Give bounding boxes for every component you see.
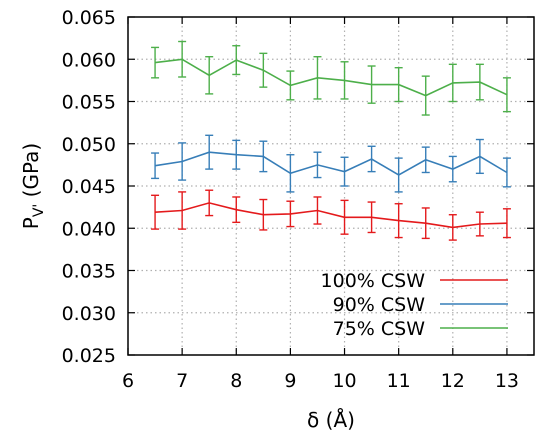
series-line <box>155 202 507 229</box>
x-axis-title: δ (Å) <box>307 408 355 432</box>
error-bar <box>421 75 430 116</box>
error-bar <box>367 145 376 173</box>
error-bar <box>178 191 187 230</box>
x-tick-label: 11 <box>387 370 411 392</box>
legend-label: 100% CSW <box>321 270 426 292</box>
error-bar <box>340 156 349 187</box>
x-tick-label: 13 <box>495 370 519 392</box>
error-bar <box>232 196 241 224</box>
y-axis-title-subscript: V' <box>31 204 47 217</box>
error-bar <box>151 152 160 180</box>
x-tick-label: 8 <box>230 370 242 392</box>
error-bar <box>340 199 349 235</box>
error-bar <box>448 63 457 103</box>
x-tick-label: 9 <box>284 370 296 392</box>
error-bar <box>475 211 484 237</box>
plot-frame <box>127 16 535 356</box>
y-axis-title-unit: (GPa) <box>19 143 43 204</box>
error-bar <box>313 196 322 225</box>
error-bar <box>394 157 403 193</box>
x-tick-label: 6 <box>122 370 134 392</box>
y-axis-title-base: P <box>19 217 43 229</box>
error-bar <box>475 138 484 175</box>
grid-layer <box>128 17 534 355</box>
x-tick-label: 7 <box>176 370 188 392</box>
y-tick-label: 0.065 <box>62 7 116 29</box>
legend-item: 100% CSW <box>321 270 508 292</box>
y-tick-label: 0.055 <box>62 92 116 114</box>
y-tick-label: 0.025 <box>62 345 116 367</box>
error-bar <box>448 155 457 183</box>
series-90pct-csw <box>151 134 511 193</box>
error-bar <box>259 198 268 231</box>
error-bar <box>232 45 241 76</box>
error-bar <box>178 40 187 78</box>
x-tick-label: 12 <box>441 370 465 392</box>
error-bar <box>151 194 160 230</box>
series-100pct-csw <box>151 189 511 241</box>
y-tick-label: 0.060 <box>62 49 116 71</box>
error-bar <box>367 201 376 234</box>
legend-label: 75% CSW <box>333 318 426 340</box>
error-bar <box>340 61 349 100</box>
y-tick-label: 0.030 <box>62 303 116 325</box>
series-75pct-csw <box>151 40 511 116</box>
error-bar <box>421 146 430 174</box>
y-tick-label: 0.035 <box>62 261 116 283</box>
error-bar <box>259 140 268 173</box>
y-axis-title: PV' (GPa) <box>19 143 47 229</box>
error-bar <box>286 70 295 101</box>
series-layer <box>151 40 511 241</box>
error-bar <box>232 139 241 170</box>
error-bar <box>205 56 214 95</box>
error-bar <box>286 200 295 228</box>
error-bar <box>286 154 295 193</box>
error-bar <box>448 214 457 241</box>
error-bar <box>475 63 484 101</box>
error-bar <box>502 208 511 239</box>
tick-label-layer: 6 7 8 9 10 11 12 13 0.025 0.030 0.035 0.040 0.045 0.0… <box>62 7 519 392</box>
y-tick-label: 0.040 <box>62 218 116 240</box>
legend-item: 75% CSW <box>333 318 508 340</box>
error-bar <box>394 66 403 103</box>
error-bar <box>502 77 511 113</box>
legend-item: 90% CSW <box>333 294 508 316</box>
y-tick-label: 0.045 <box>62 176 116 198</box>
error-bar <box>259 52 268 88</box>
error-bar <box>394 203 403 239</box>
error-bar <box>205 189 214 217</box>
error-bar <box>178 142 187 181</box>
y-tick-label: 0.050 <box>62 134 116 156</box>
error-bar <box>313 151 322 179</box>
error-bar <box>421 207 430 240</box>
legend-label: 90% CSW <box>333 294 426 316</box>
error-bar <box>367 65 376 104</box>
error-bar <box>313 56 322 100</box>
series-line <box>154 151 508 176</box>
x-tick-label: 10 <box>332 370 356 392</box>
error-bar <box>205 134 214 170</box>
series-line <box>155 58 508 97</box>
error-bar <box>502 157 511 188</box>
error-bar <box>151 46 160 79</box>
